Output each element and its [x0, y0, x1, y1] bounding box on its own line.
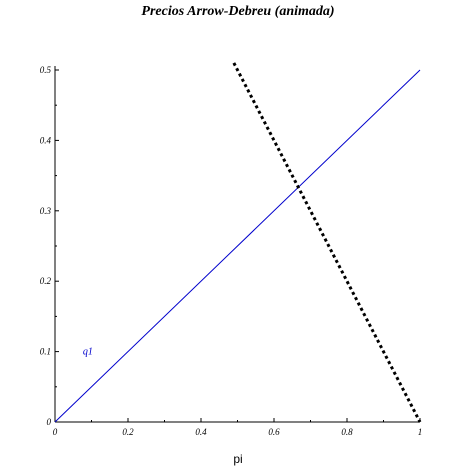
- x-tick-label: 0.6: [268, 427, 280, 437]
- series-line-q1: [54, 69, 421, 423]
- y-tick-label: 0.1: [40, 347, 51, 357]
- y-tick-label: 0: [47, 417, 52, 427]
- x-axis-label: pi: [233, 452, 242, 466]
- series-label-q1: q1: [83, 347, 93, 358]
- y-tick-label: 0.5: [40, 65, 52, 75]
- axes: 0 0.2 0.4 0.6 0.8 1 0 0.1 0.2 0.3 0.4 0.5: [40, 65, 423, 437]
- x-tick-label: 0.2: [122, 427, 134, 437]
- x-tick-label: 0.8: [341, 427, 353, 437]
- y-tick-label: 0.4: [40, 135, 52, 145]
- y-tick-label: 0.2: [40, 276, 52, 286]
- x-tick-label: 0.4: [195, 427, 207, 437]
- x-tick-label: 0: [53, 427, 58, 437]
- series-line-2: [232, 62, 422, 423]
- x-tick-label: 1: [418, 427, 423, 437]
- chart-title: Precios Arrow-Debreu (animada): [141, 4, 335, 19]
- series-layer: q1: [54, 62, 422, 423]
- y-tick-label: 0.3: [40, 206, 52, 216]
